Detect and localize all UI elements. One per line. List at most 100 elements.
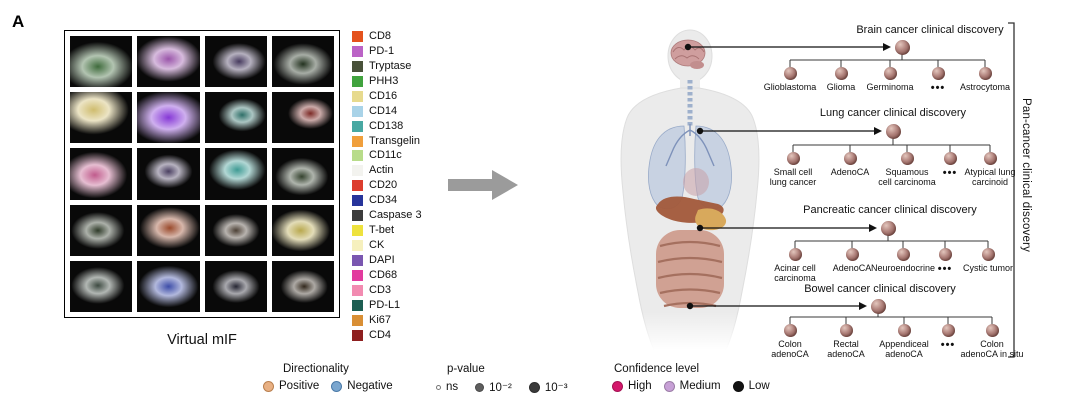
- marker-item: CD16: [352, 89, 422, 104]
- marker-color-swatch: [352, 105, 363, 117]
- organ-arrowhead: [859, 302, 867, 310]
- marker-color-swatch: [352, 240, 363, 252]
- marker-color-swatch: [352, 165, 363, 177]
- right-arrow-icon: [448, 170, 518, 200]
- marker-item: Transgelin: [352, 134, 422, 149]
- legend-item-label: ns: [446, 381, 459, 393]
- legend-item: 10⁻²: [475, 380, 512, 394]
- marker-label: CK: [369, 239, 385, 252]
- marker-item: CD34: [352, 193, 422, 208]
- mif-tile: [271, 92, 334, 144]
- marker-label: PD-1: [369, 44, 395, 57]
- marker-color-swatch: [352, 299, 363, 311]
- legend-item-label: 10⁻³: [544, 382, 568, 394]
- marker-color-swatch: [352, 195, 363, 207]
- marker-label: CD3: [369, 283, 392, 296]
- tree-root-node: [894, 39, 910, 55]
- tree-child-label: Colon adenoCA in situ: [960, 339, 1024, 360]
- marker-item: PHH3: [352, 74, 422, 89]
- legend-item-label: Positive: [279, 380, 320, 392]
- marker-color-swatch: [352, 45, 363, 57]
- tree-child-label: Germinoma: [866, 82, 914, 92]
- marker-item: CD8: [352, 29, 422, 44]
- legend-item: Medium: [663, 380, 721, 392]
- tree-child-label: Glioblastoma: [763, 82, 817, 92]
- tree-child-node: [931, 66, 945, 80]
- marker-label: CD138: [369, 119, 404, 132]
- tree-child-label: Acinar cell carcinoma: [774, 263, 816, 284]
- legend-directionality: Directionality Positive Negative: [263, 363, 405, 392]
- tree-child-node: [897, 323, 911, 337]
- tree-child-label: AdenoCA: [830, 167, 870, 177]
- tree-child-label: Glioma: [826, 82, 856, 92]
- circle-icon: [263, 380, 274, 392]
- marker-color-swatch: [352, 329, 363, 341]
- marker-label: CD11c: [369, 149, 402, 162]
- legend-item-label: 10⁻²: [489, 382, 512, 394]
- ellipsis-label: •••: [940, 339, 956, 351]
- pancreas-icon: [695, 208, 727, 231]
- marker-label: T-bet: [369, 224, 395, 237]
- marker-label: CD20: [369, 179, 398, 192]
- legend-directionality-row: Positive Negative: [263, 380, 405, 392]
- tree-child-node: [883, 66, 897, 80]
- marker-label: PHH3: [369, 74, 399, 87]
- marker-label: CD34: [369, 194, 398, 207]
- legend-item: Low: [732, 380, 770, 392]
- mif-tile: [137, 36, 200, 88]
- marker-label: DAPI: [369, 254, 395, 267]
- marker-label: CD8: [369, 29, 392, 42]
- legend-pvalue-title: p-value: [447, 363, 485, 375]
- legend-item: Positive: [263, 380, 319, 392]
- tree-root-node: [880, 220, 896, 236]
- marker-label: CD4: [369, 328, 392, 341]
- marker-color-swatch: [352, 210, 363, 222]
- mif-image-grid-frame: [64, 30, 340, 318]
- marker-item: Tryptase: [352, 59, 422, 74]
- circle-icon: [732, 380, 744, 392]
- ellipsis-label: •••: [937, 263, 953, 275]
- mif-tile: [271, 36, 334, 88]
- marker-item: CD138: [352, 119, 422, 134]
- marker-label: Tryptase: [369, 59, 412, 72]
- mif-tile: [204, 204, 267, 256]
- ellipsis-label: •••: [930, 82, 946, 94]
- marker-color-swatch: [352, 75, 363, 87]
- tree-child-label: Squamous cell carcinoma: [878, 167, 936, 188]
- legend-item: High: [612, 380, 652, 392]
- tree-child-label: Colon adenoCA: [771, 339, 809, 360]
- tree-child-node: [845, 247, 859, 261]
- marker-item: Caspase 3: [352, 208, 422, 223]
- marker-item: DAPI: [352, 253, 422, 268]
- mif-tile: [204, 92, 267, 144]
- tree-child-label: Atypical lung carcinoid: [964, 167, 1016, 188]
- mif-tile: [70, 36, 133, 88]
- mif-tile: [137, 204, 200, 256]
- tree-child-node: [839, 323, 853, 337]
- marker-item: PD-L1: [352, 298, 422, 313]
- mif-grid: [70, 36, 334, 312]
- hollow-circle-icon: [436, 384, 441, 390]
- mif-tile: [137, 92, 200, 144]
- legend-item-label: Medium: [679, 380, 721, 392]
- heart-icon: [683, 168, 709, 196]
- legend-item-label: High: [628, 380, 652, 392]
- tree-child-node: [981, 247, 995, 261]
- tree-child-label: Neuroendocrine: [871, 263, 936, 273]
- legend-item: 10⁻³: [528, 380, 568, 394]
- marker-color-swatch: [352, 255, 363, 267]
- marker-color-swatch: [352, 120, 363, 132]
- pan-cancer-bracket: [1008, 22, 1015, 358]
- legend-directionality-title: Directionality: [283, 363, 349, 375]
- circle-icon: [475, 382, 485, 392]
- marker-label: Actin: [369, 164, 394, 177]
- marker-label: PD-L1: [369, 298, 401, 311]
- tree-title: Pancreatic cancer clinical discovery: [803, 204, 977, 216]
- organ-arrowhead: [874, 127, 882, 135]
- intestines-icon: [656, 230, 724, 308]
- legend-pvalue: p-value ns 10⁻² 10⁻³: [436, 363, 585, 394]
- mif-caption: Virtual mIF: [167, 332, 237, 348]
- tree-child-node: [783, 323, 797, 337]
- marker-color-swatch: [352, 314, 363, 326]
